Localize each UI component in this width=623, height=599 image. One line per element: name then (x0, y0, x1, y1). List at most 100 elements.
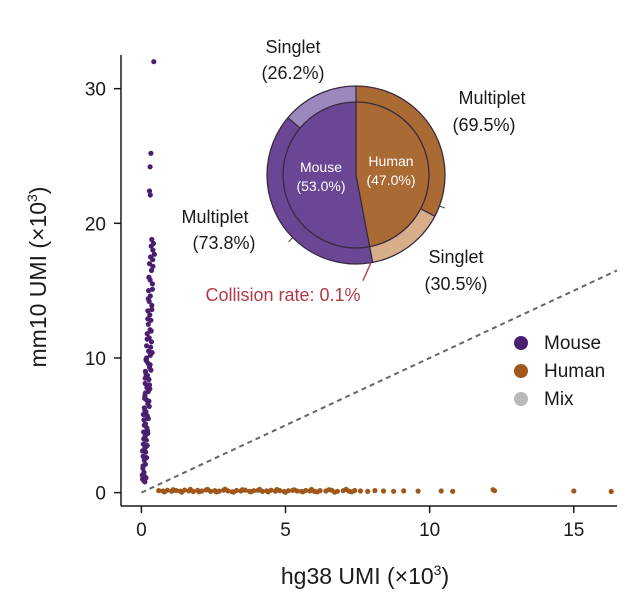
scatter-point-mouse (148, 344, 154, 350)
scatter-point-mouse (144, 343, 150, 349)
legend-marker-human (514, 364, 528, 378)
scatter-point-mouse (149, 350, 155, 356)
scatter-point-mouse (143, 475, 149, 481)
axes: 0 5 10 15 0 10 20 30 (85, 55, 617, 541)
scatter-point-mouse (146, 188, 153, 194)
scatter-point-human (343, 486, 349, 492)
legend: Mouse Human Mix (514, 333, 605, 410)
legend-entry-mouse: Mouse (514, 333, 601, 354)
pie-leader-human-multiplet (439, 205, 446, 209)
y-tick-label: 30 (85, 80, 106, 101)
scatter-point-mouse (151, 59, 157, 65)
scatter-point-mouse (148, 328, 154, 334)
scatter-point-mouse (151, 251, 157, 257)
y-tick-label: 20 (85, 214, 106, 235)
scatter-point-mouse (141, 417, 147, 423)
scatter-point-human (401, 488, 407, 494)
scatter-point-mouse (146, 274, 152, 280)
scatter-point-mouse (142, 395, 148, 401)
diagonal-reference-line (140, 269, 618, 494)
pie-percent-human-singlet: (30.5%) (424, 274, 487, 294)
scatter-point-human (196, 489, 202, 495)
scatter-point-mouse (147, 362, 153, 368)
scatter-point-mouse (148, 150, 154, 156)
scatter-point-human (248, 489, 254, 495)
scatter-point-mouse (143, 444, 149, 450)
scatter-point-human (265, 489, 271, 495)
scatter-point-mouse (142, 390, 148, 396)
x-tick-label: 0 (136, 520, 147, 541)
x-tick-label: 15 (563, 520, 584, 541)
scatter-point-human (161, 489, 168, 495)
legend-marker-mouse (514, 336, 528, 350)
scatter-point-mouse (144, 455, 150, 461)
scatter-point-mouse (147, 192, 153, 198)
scatter-point-human (380, 488, 387, 494)
scatter-point-human (222, 486, 228, 492)
inset-pie-chart (266, 85, 446, 282)
x-tick-label: 5 (280, 520, 291, 541)
legend-entry-mix: Mix (514, 389, 574, 410)
scatter-point-mouse (149, 236, 155, 243)
scatter-point-human (365, 488, 371, 494)
scatter-point-mouse (145, 308, 151, 314)
legend-label-mouse: Mouse (544, 333, 601, 354)
scatter-point-human (282, 489, 289, 495)
scatter-point-mouse (145, 296, 151, 302)
scatter-point-human (231, 489, 237, 495)
pie-inner-percent-human: (47.0%) (366, 172, 415, 188)
scatter-point-mouse (144, 331, 150, 337)
pie-divider (355, 174, 374, 263)
y-axis-title-end: ) (25, 187, 51, 195)
pie-label-mouse-singlet: Singlet (265, 37, 320, 57)
scatter-point-mouse (149, 281, 155, 287)
scatter-point-human (179, 489, 185, 495)
x-tick-label: 10 (419, 520, 440, 541)
pie-labels: Singlet (26.2%) Multiplet (69.5%) Multip… (181, 37, 525, 305)
scatter-point-human (349, 489, 355, 495)
legend-label-human: Human (544, 361, 605, 382)
scatter-point-mouse (146, 398, 152, 404)
collision-pointer (362, 262, 372, 282)
scatter-point-human (491, 488, 498, 494)
pie-inner-percent-mouse: (53.0%) (296, 178, 345, 194)
scatter-point-mouse (147, 164, 153, 170)
scatter-point-human (300, 489, 306, 495)
scatter-point-mouse (146, 382, 153, 388)
scatter-point-mouse (148, 367, 154, 373)
scatter-point-human (239, 487, 245, 493)
pie-inner-label-mouse: Mouse (300, 159, 342, 175)
scatter-point-mouse (148, 267, 155, 273)
scatter-point-human (326, 487, 332, 493)
pie-inner-label-human: Human (368, 153, 413, 169)
pie-percent-mouse-singlet: (26.2%) (261, 63, 324, 83)
pie-percent-mouse-multiplet: (73.8%) (192, 233, 255, 253)
scatter-point-mouse (143, 371, 149, 377)
pie-divider (420, 208, 436, 217)
scatter-point-human (372, 488, 378, 494)
y-axis-title-main: mm10 UMI (×10 (25, 202, 51, 368)
scatter-point-mouse (142, 375, 148, 381)
scatter-point-human (170, 487, 176, 493)
y-tick-label: 10 (85, 349, 106, 370)
x-axis-title-main: hg38 UMI (×10 (281, 563, 434, 589)
scatter-point-mouse (145, 316, 151, 322)
legend-marker-mix (514, 392, 528, 406)
scatter-point-human (331, 489, 338, 495)
scatter-point-mouse (143, 358, 149, 364)
scatter-point-human (213, 489, 219, 495)
scatter-point-mouse (147, 312, 153, 318)
scatter-point-mouse (150, 263, 156, 269)
scatter-point-human (391, 488, 397, 494)
x-axis-title-sup: 3 (434, 562, 442, 578)
pie-label-mouse-multiplet: Multiplet (181, 207, 248, 227)
scatter-point-mouse (145, 416, 151, 422)
scatter-point-human (438, 488, 444, 494)
scatter-point-mouse (146, 403, 152, 409)
pie-percent-human-multiplet: (69.5%) (452, 115, 515, 135)
scatter-point-human (450, 488, 456, 494)
scatter-point-human (274, 486, 280, 493)
scatter-point-mouse (141, 436, 147, 442)
y-axis-title: mm10 UMI (×103) (24, 187, 51, 368)
